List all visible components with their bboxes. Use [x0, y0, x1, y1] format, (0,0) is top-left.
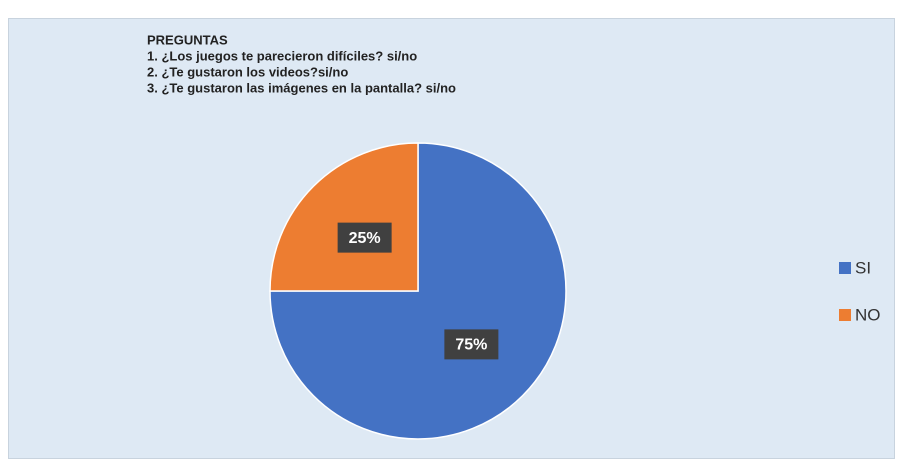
legend-label: NO: [855, 305, 881, 324]
data-label-box: [337, 222, 392, 253]
chart-subtitle: 1. ¿Los juegos te parecieron difíciles? …: [147, 48, 417, 63]
data-label: 25%: [349, 230, 381, 247]
legend-label: SI: [855, 258, 871, 277]
chart-subtitle: 2. ¿Te gustaron los videos?si/no: [147, 64, 348, 79]
data-label-box: [444, 329, 499, 360]
pie-slice: [269, 142, 419, 292]
data-label: 75%: [455, 337, 487, 354]
legend-swatch: [839, 262, 851, 274]
chart-title: PREGUNTAS: [147, 32, 228, 47]
legend-swatch: [839, 309, 851, 321]
chart-subtitle: 3. ¿Te gustaron las imágenes en la panta…: [147, 80, 456, 95]
